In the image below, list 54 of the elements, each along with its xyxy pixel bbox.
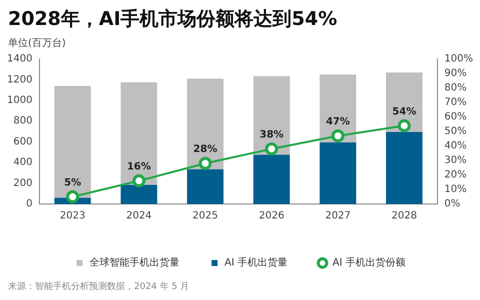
x-tick-label: 2027 (325, 210, 351, 222)
bar (386, 72, 422, 132)
y2-tick-label: 20% (444, 170, 467, 181)
bar (320, 74, 356, 142)
x-tick-label: 2025 (192, 210, 218, 222)
x-tick-label: 2026 (258, 210, 284, 222)
point (132, 174, 146, 188)
data-label: 47% (326, 116, 350, 128)
point (398, 119, 411, 132)
bar (187, 78, 224, 170)
y-tick-label: 200 (13, 178, 32, 189)
bar (120, 82, 158, 185)
y2-tick-label: 10% (444, 184, 467, 196)
y-tick-label: 0 (26, 198, 32, 210)
y-axis-title: 单位(百万台) (7, 36, 67, 50)
x-tick-label: 2028 (392, 210, 417, 222)
y-tick-label: 400 (13, 157, 32, 168)
data-label: 54% (392, 106, 416, 118)
data-label: 28% (193, 144, 218, 155)
bar (253, 76, 290, 155)
y2-tick-label: 100% (444, 54, 474, 65)
point (265, 142, 278, 156)
y-tick-label: 1200 (6, 74, 32, 86)
data-label: 16% (126, 161, 151, 172)
bar (253, 154, 290, 204)
y2-tick-label: 30% (444, 155, 467, 166)
y-tick-label: 600 (13, 136, 32, 148)
y2-tick-label: 80% (444, 82, 467, 94)
y2-tick-label: 70% (444, 97, 467, 108)
y2-tick-label: 90% (444, 68, 467, 80)
x-tick-label: 2023 (60, 210, 86, 222)
legend-label: 全球智能手机出货量 (90, 256, 180, 269)
bar (320, 142, 356, 204)
y2-tick-label: 0% (444, 198, 460, 210)
y2-tick-label: 60% (444, 112, 467, 123)
y2-tick-label: 50% (444, 126, 467, 138)
x-tick-label: 2024 (126, 210, 152, 222)
bar (187, 169, 224, 204)
bar (386, 132, 422, 204)
source-note: 来源：智能手机分析预测数据，2024 年 5 月 (7, 280, 190, 293)
point (66, 190, 80, 204)
legend-label: AI 手机出货量 (224, 256, 288, 269)
data-label: 38% (260, 129, 284, 140)
point (331, 129, 344, 142)
y2-tick-label: 40% (444, 140, 467, 152)
point (198, 156, 212, 170)
chart-title: 2028年，AI手机市场份额将达到54% (7, 7, 338, 32)
y-tick-label: 1400 (6, 54, 32, 65)
y-tick-label: 800 (13, 116, 32, 127)
legend-label: AI 手机出货份额 (332, 256, 406, 269)
data-label: 5% (64, 177, 82, 188)
bar (120, 184, 158, 204)
bar (54, 86, 91, 198)
y-tick-label: 1000 (6, 95, 32, 106)
